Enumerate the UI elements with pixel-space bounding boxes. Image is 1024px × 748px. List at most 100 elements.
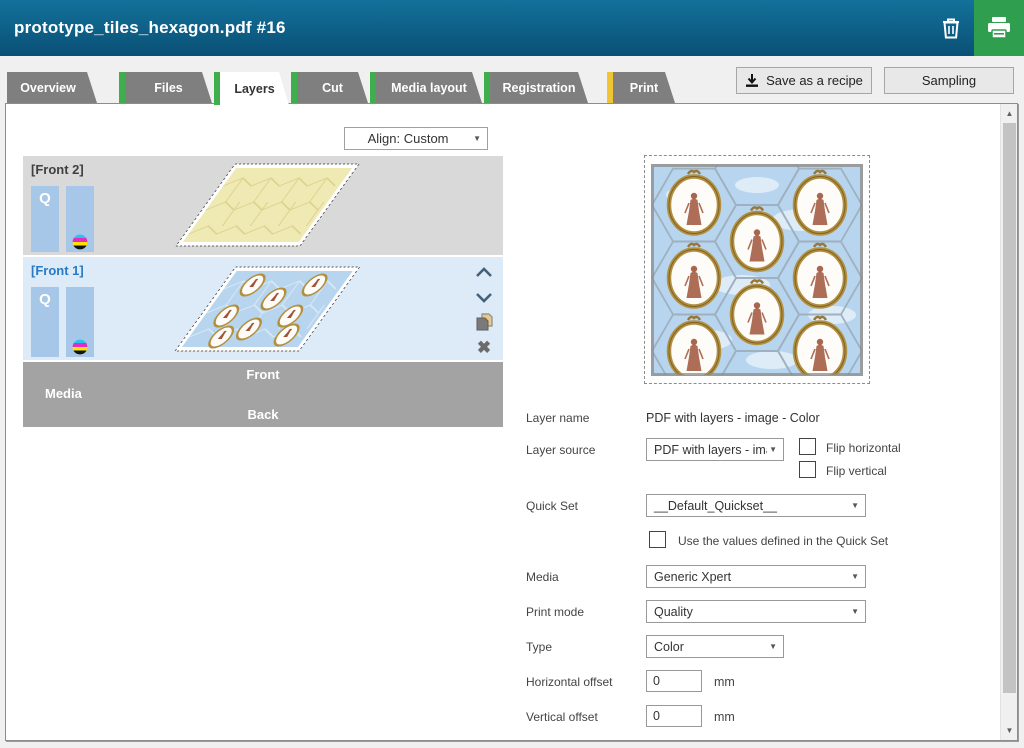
- trash-icon: [943, 18, 959, 39]
- quick-set-dropdown[interactable]: __Default_Quickset__ ▼: [646, 494, 866, 517]
- tab-label: Print: [629, 80, 659, 95]
- delete-layer-button[interactable]: ✖: [473, 338, 495, 356]
- layer-thumbnail-front-2: [175, 163, 360, 247]
- color-ink-bar: [66, 186, 94, 252]
- tab-label: Cut: [322, 80, 343, 95]
- layer-source-dropdown[interactable]: PDF with layers - image ▼: [646, 438, 784, 461]
- job-title: prototype_tiles_hexagon.pdf #16: [14, 18, 286, 37]
- flip-vertical-label: Flip vertical: [826, 464, 887, 478]
- move-layer-up-button[interactable]: [473, 263, 495, 281]
- align-dropdown[interactable]: Align: Custom ▼: [344, 127, 488, 150]
- chevron-down-icon: ▼: [851, 607, 859, 616]
- tab-bar: Overview Files Layers Cut Media layout R…: [7, 72, 677, 103]
- horizontal-offset-input[interactable]: [646, 670, 702, 692]
- cmyk-ink-icon: [72, 339, 88, 355]
- quality-ink-bar: Q: [31, 186, 59, 252]
- vertical-offset-input[interactable]: [646, 705, 702, 727]
- tab-label: Files: [154, 80, 183, 95]
- layer-row-front-1[interactable]: [Front 1] Q: [23, 257, 503, 360]
- vertical-scrollbar[interactable]: ▲ ▼: [1000, 104, 1017, 740]
- flip-vertical-checkbox[interactable]: [799, 461, 816, 478]
- flip-horizontal-checkbox[interactable]: [799, 438, 816, 455]
- delete-job-button[interactable]: [928, 0, 974, 56]
- type-label: Type: [526, 640, 553, 654]
- chevron-down-icon: ▼: [769, 445, 777, 454]
- quality-ink-bar: Q: [31, 287, 59, 357]
- chevron-down-icon: ▼: [851, 572, 859, 581]
- save-as-recipe-label: Save as a recipe: [766, 73, 863, 88]
- media-front-label: Front: [246, 367, 280, 382]
- media-media-label: Media: [45, 386, 82, 401]
- vertical-offset-unit: mm: [714, 710, 735, 724]
- tab-label: Registration: [502, 80, 576, 95]
- layer-preview-frame: [644, 155, 870, 384]
- sampling-button[interactable]: Sampling: [884, 67, 1014, 94]
- cmyk-ink-icon: [72, 234, 88, 250]
- quality-badge: Q: [39, 291, 51, 308]
- media-label: Media: [526, 570, 559, 584]
- chevron-down-icon: ▼: [473, 134, 481, 143]
- quick-set-label: Quick Set: [526, 499, 579, 513]
- vertical-offset-label: Vertical offset: [526, 710, 598, 724]
- layer-row-label: [Front 2]: [31, 162, 84, 177]
- print-mode-value: Quality: [654, 604, 693, 619]
- layer-row-actions: ✖: [471, 259, 497, 362]
- layer-row-label: [Front 1]: [31, 263, 84, 278]
- move-layer-down-button[interactable]: [473, 288, 495, 306]
- tab-print[interactable]: Print: [607, 72, 675, 103]
- align-dropdown-value: Align: Custom: [367, 131, 449, 146]
- media-dropdown[interactable]: Generic Xpert ▼: [646, 565, 866, 588]
- type-dropdown[interactable]: Color ▼: [646, 635, 784, 658]
- tab-status-stripe: [370, 72, 376, 103]
- print-mode-label: Print mode: [526, 605, 585, 619]
- media-value: Generic Xpert: [654, 569, 732, 584]
- type-value: Color: [654, 639, 684, 654]
- tab-status-stripe: [291, 72, 297, 103]
- tab-label: Media layout: [391, 80, 467, 95]
- tab-cut[interactable]: Cut: [291, 72, 368, 103]
- chevron-down-icon: ▼: [769, 642, 777, 651]
- layer-preview-image: [651, 163, 863, 376]
- quick-set-value: __Default_Quickset__: [654, 498, 777, 513]
- quality-badge: Q: [39, 190, 51, 207]
- tab-overview[interactable]: Overview: [7, 72, 97, 103]
- tab-status-stripe: [119, 72, 125, 103]
- horizontal-offset-label: Horizontal offset: [526, 675, 613, 689]
- print-mode-dropdown[interactable]: Quality ▼: [646, 600, 866, 623]
- media-back-label: Back: [247, 407, 279, 422]
- layer-source-label: Layer source: [526, 443, 596, 457]
- tab-label: Layers: [234, 81, 275, 96]
- color-ink-bar: [66, 287, 94, 357]
- horizontal-offset-unit: mm: [714, 675, 735, 689]
- tab-media-layout[interactable]: Media layout: [370, 72, 482, 103]
- chevron-down-icon: ▼: [851, 501, 859, 510]
- tab-files[interactable]: Files: [119, 72, 212, 103]
- printer-icon: [988, 17, 1010, 39]
- save-as-recipe-button[interactable]: Save as a recipe: [736, 67, 872, 94]
- scroll-down-button[interactable]: ▼: [1005, 726, 1014, 735]
- tab-registration[interactable]: Registration: [484, 72, 588, 103]
- tab-layers[interactable]: Layers: [214, 72, 289, 105]
- layer-source-value: PDF with layers - image: [654, 442, 767, 457]
- top-action-buttons: Save as a recipe Sampling: [736, 67, 1014, 94]
- layer-name-value: PDF with layers - image - Color: [646, 411, 820, 425]
- scrollbar-thumb[interactable]: [1003, 123, 1016, 693]
- print-job-button[interactable]: [974, 0, 1024, 56]
- tab-label: Overview: [20, 80, 76, 95]
- scroll-up-button[interactable]: ▲: [1005, 109, 1014, 118]
- layer-name-label: Layer name: [526, 411, 590, 425]
- layer-thumbnail-front-1: [174, 266, 361, 352]
- tab-status-stripe: [484, 72, 490, 103]
- tab-status-stripe: [607, 72, 613, 103]
- chevron-down-icon: [476, 292, 492, 303]
- sampling-label: Sampling: [921, 73, 977, 88]
- layer-row-front-2[interactable]: [Front 2] Q: [23, 156, 503, 255]
- chevron-up-icon: [476, 266, 492, 277]
- duplicate-layer-button[interactable]: [473, 313, 495, 331]
- window-titlebar: prototype_tiles_hexagon.pdf #16: [0, 0, 1024, 56]
- use-quickset-checkbox[interactable]: [649, 531, 666, 548]
- copy-icon: [476, 313, 493, 331]
- media-sides-bar[interactable]: Front Media Back: [23, 362, 503, 427]
- close-icon: ✖: [476, 337, 492, 357]
- layer-list: [Front 2] Q: [23, 156, 503, 427]
